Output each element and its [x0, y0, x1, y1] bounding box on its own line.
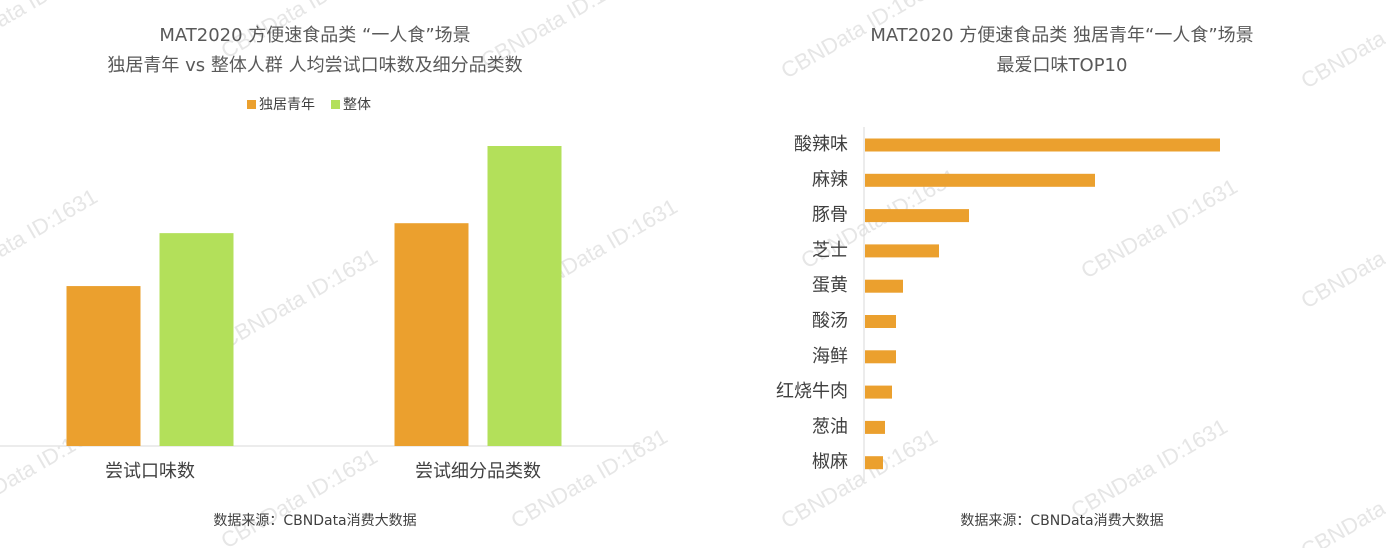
bar [487, 146, 562, 446]
legend-label: 整体 [343, 97, 371, 113]
watermark: CBNData ID:1631 [1297, 454, 1386, 548]
watermark: CBNData ID:1631 [1067, 414, 1232, 524]
x-tick-label: 尝试口味数 [105, 461, 195, 482]
bar [865, 209, 969, 223]
y-tick-label: 麻辣 [812, 169, 848, 190]
bar [159, 233, 234, 446]
bar [865, 244, 939, 258]
y-tick-label: 酸辣味 [794, 134, 848, 155]
chart-title: 独居青年 vs 整体人群 人均尝试口味数及细分品类数 [107, 55, 522, 76]
watermark: CBNData ID:1631 [217, 444, 382, 548]
bar [865, 350, 896, 364]
chart-title: MAT2020 方便速食品类 独居青年“一人食”场景 [870, 25, 1253, 46]
watermark: CBNData ID:1631 [0, 0, 102, 63]
y-tick-label: 海鲜 [812, 346, 848, 367]
watermark: CBNData ID:1631 [0, 184, 102, 294]
y-tick-label: 葱油 [812, 416, 848, 437]
x-tick-label: 尝试细分品类数 [415, 461, 541, 482]
watermark: CBNData ID:1631 [1297, 0, 1386, 93]
bar [865, 315, 896, 328]
bar [865, 138, 1220, 152]
y-tick-label: 蛋黄 [812, 275, 848, 296]
y-tick-label: 豚骨 [812, 205, 848, 226]
y-tick-label: 红烧牛肉 [776, 381, 848, 402]
y-tick-label: 酸汤 [812, 311, 848, 332]
legend-swatch [247, 100, 256, 109]
y-tick-label: 椒麻 [812, 452, 848, 473]
bar [394, 223, 469, 446]
source-note: 数据来源：CBNData消费大数据 [213, 513, 416, 529]
chart-title: 最爱口味TOP10 [997, 55, 1128, 76]
y-tick-label: 芝士 [812, 240, 848, 261]
watermark: CBNData ID:1631 [1297, 204, 1386, 314]
legend-swatch [331, 100, 340, 109]
source-note: 数据来源：CBNData消费大数据 [960, 513, 1163, 529]
bar [66, 286, 141, 446]
chart-title: MAT2020 方便速食品类 “一人食”场景 [159, 25, 470, 46]
bar [865, 385, 892, 399]
bar [865, 279, 903, 293]
watermark: CBNData ID:1631 [217, 244, 382, 354]
legend-label: 独居青年 [259, 97, 315, 113]
bar [865, 420, 885, 434]
watermark: CBNData ID:1631 [777, 424, 942, 534]
watermark: CBNData ID:1631 [1077, 174, 1242, 284]
bar [865, 173, 1095, 187]
bar [865, 456, 883, 470]
